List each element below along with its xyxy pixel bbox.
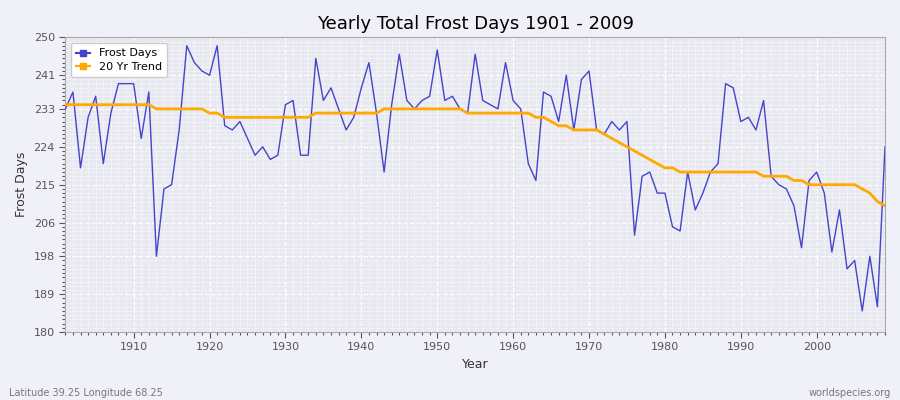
X-axis label: Year: Year [462, 358, 489, 371]
Y-axis label: Frost Days: Frost Days [15, 152, 28, 217]
Legend: Frost Days, 20 Yr Trend: Frost Days, 20 Yr Trend [71, 43, 167, 77]
Text: Latitude 39.25 Longitude 68.25: Latitude 39.25 Longitude 68.25 [9, 388, 163, 398]
Text: worldspecies.org: worldspecies.org [809, 388, 891, 398]
Title: Yearly Total Frost Days 1901 - 2009: Yearly Total Frost Days 1901 - 2009 [317, 15, 634, 33]
